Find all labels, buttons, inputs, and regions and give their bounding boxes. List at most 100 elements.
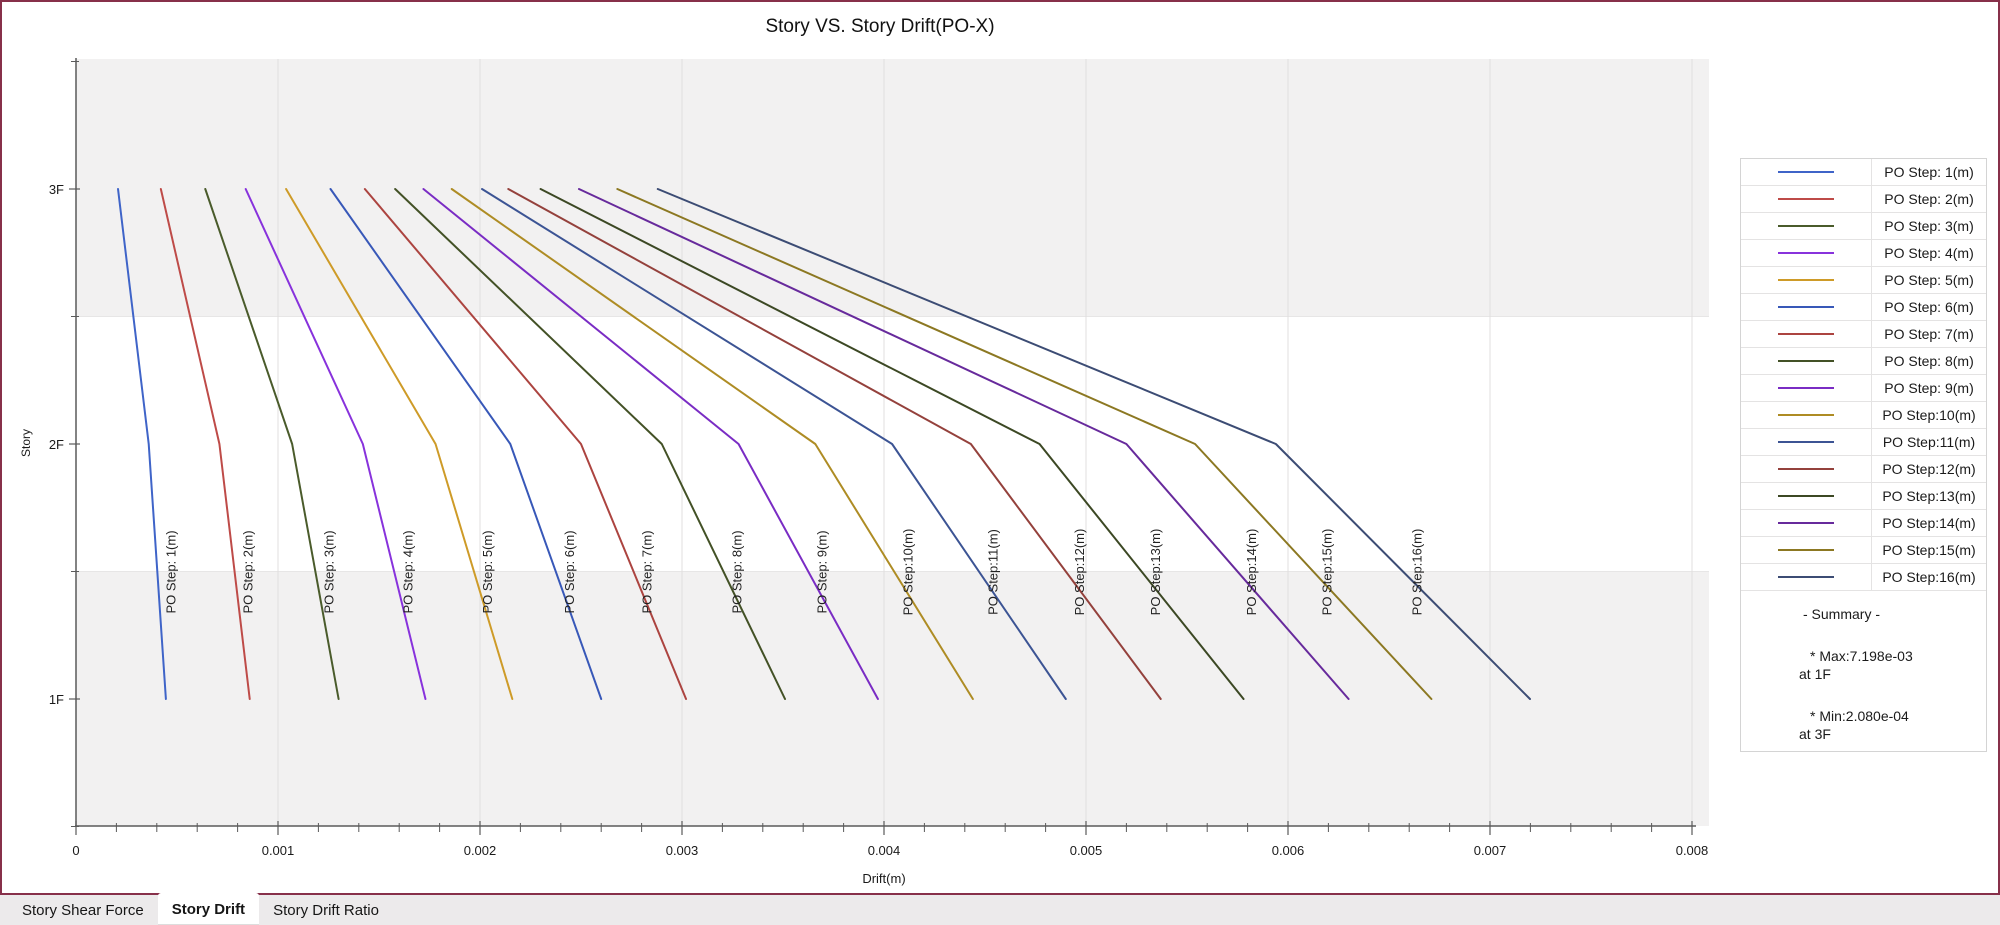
legend-label: PO Step:15(m) [1882,542,1976,558]
legend-sample-cell [1741,294,1872,320]
legend-label: PO Step: 7(m) [1884,326,1974,342]
legend-line-sample [1778,522,1834,524]
x-tick-label: 0.002 [464,843,497,858]
legend-sample-cell [1741,483,1872,509]
legend-sample-cell [1741,186,1872,212]
tab-story-drift-ratio[interactable]: Story Drift Ratio [273,901,379,919]
summary-max-location: at 1F [1799,666,1831,682]
series-label-16: PO Step:16(m) [1409,529,1424,616]
legend-sample-cell [1741,321,1872,347]
series-line-13 [539,188,1245,700]
series-label-13: PO Step:13(m) [1148,529,1163,616]
y-tick-label: 3F [49,182,64,197]
series-line-3 [204,188,340,700]
series-label-4: PO Step: 4(m) [400,530,415,613]
tab-story-shear-force[interactable]: Story Shear Force [22,901,144,919]
legend-line-sample [1778,306,1834,308]
legend-row-14: PO Step:14(m) [1741,510,1986,537]
legend-line-sample [1778,360,1834,362]
legend-row-16: PO Step:16(m) [1741,564,1986,591]
y-axis-title: Story [19,428,33,458]
legend-line-sample [1778,468,1834,470]
legend-line-sample [1778,414,1834,416]
chart-title: Story VS. Story Drift(PO-X) [765,16,995,37]
legend-label: PO Step:11(m) [1882,434,1976,450]
legend-label: PO Step: 8(m) [1884,353,1974,369]
legend-rows: PO Step: 1(m) PO Step: 2(m) PO Step: 3(m) P… [1741,159,1986,591]
legend-row-13: PO Step:13(m) [1741,483,1986,510]
legend-line-sample [1778,252,1834,254]
story-drift-chart: 0 0.001 0.002 0.003 0.004 0.005 0.006 0.007 0.00… [49,58,1709,858]
x-tick-label: 0.005 [1070,843,1103,858]
y-tick-label: 2F [49,437,64,452]
x-tick-label: 0.001 [262,843,295,858]
legend-label: PO Step: 4(m) [1884,245,1974,261]
legend-sample-cell [1741,537,1872,563]
y-tick-label: 1F [49,692,64,707]
series-label-7: PO Step: 7(m) [640,530,655,613]
x-tick-label: 0 [72,843,79,858]
legend-label: PO Step:16(m) [1882,569,1976,585]
legend-line-sample [1778,441,1834,443]
summary-title: - Summary - [1803,606,1880,622]
legend-sample-cell [1741,564,1872,590]
tab-story-drift[interactable]: Story Drift [157,893,260,925]
legend-line-sample [1778,495,1834,497]
legend-row-6: PO Step: 6(m) [1741,294,1986,321]
series-label-10: PO Step:10(m) [900,529,915,616]
legend-label: PO Step: 2(m) [1884,191,1974,207]
x-tick-label: 0.003 [666,843,699,858]
legend-row-5: PO Step: 5(m) [1741,267,1986,294]
legend-label: PO Step: 9(m) [1884,380,1974,396]
legend-row-1: PO Step: 1(m) [1741,159,1986,186]
series-line-6 [329,188,603,700]
summary-max-value: * Max:7.198e-03 [1810,648,1913,664]
series-line-12 [507,188,1162,700]
legend-line-sample [1778,198,1834,200]
series-line-15 [616,188,1433,700]
series-label-1: PO Step: 1(m) [163,530,178,613]
series-line-8 [394,188,787,700]
legend-line-sample [1778,279,1834,281]
legend-row-7: PO Step: 7(m) [1741,321,1986,348]
x-tick-label: 0.007 [1474,843,1507,858]
series-label-8: PO Step: 8(m) [730,530,745,613]
legend-sample-cell [1741,267,1872,293]
series-label-15: PO Step:15(m) [1320,529,1335,616]
series-line-2 [159,188,251,700]
plot-band [76,571,1709,826]
series-label-11: PO Step:11(m) [985,529,1000,615]
series-label-2: PO Step: 2(m) [241,530,256,613]
legend-sample-cell [1741,402,1872,428]
summary-min-value: * Min:2.080e-04 [1810,708,1909,724]
series-line-14 [577,188,1350,700]
legend-row-9: PO Step: 9(m) [1741,375,1986,402]
series-label-6: PO Step: 6(m) [562,530,577,613]
legend-row-3: PO Step: 3(m) [1741,213,1986,240]
legend-sample-cell [1741,159,1872,185]
legend-label: PO Step:10(m) [1882,407,1976,423]
x-tick-label: 0.008 [1676,843,1709,858]
legend-line-sample [1778,171,1834,173]
legend-row-11: PO Step:11(m) [1741,429,1986,456]
legend-label: PO Step: 6(m) [1884,299,1974,315]
series-line-11 [481,188,1067,700]
legend-label: PO Step:13(m) [1882,488,1976,504]
legend-sample-cell [1741,348,1872,374]
chart-panel: Story VS. Story Drift(PO-X) 0 0.001 0.002 0… [0,0,2000,895]
series-line-1 [117,188,167,700]
legend-sample-cell [1741,456,1872,482]
x-axis-title: Drift(m) [862,871,906,886]
legend-label: PO Step: 3(m) [1884,218,1974,234]
legend-sample-cell [1741,429,1872,455]
legend-row-10: PO Step:10(m) [1741,402,1986,429]
legend-row-8: PO Step: 8(m) [1741,348,1986,375]
legend-row-12: PO Step:12(m) [1741,456,1986,483]
x-tick-label: 0.004 [868,843,901,858]
series-line-9 [422,188,879,700]
legend-label: PO Step: 1(m) [1884,164,1974,180]
legend-line-sample [1778,387,1834,389]
series-line-4 [244,188,427,700]
legend-row-4: PO Step: 4(m) [1741,240,1986,267]
x-tick-label: 0.006 [1272,843,1305,858]
